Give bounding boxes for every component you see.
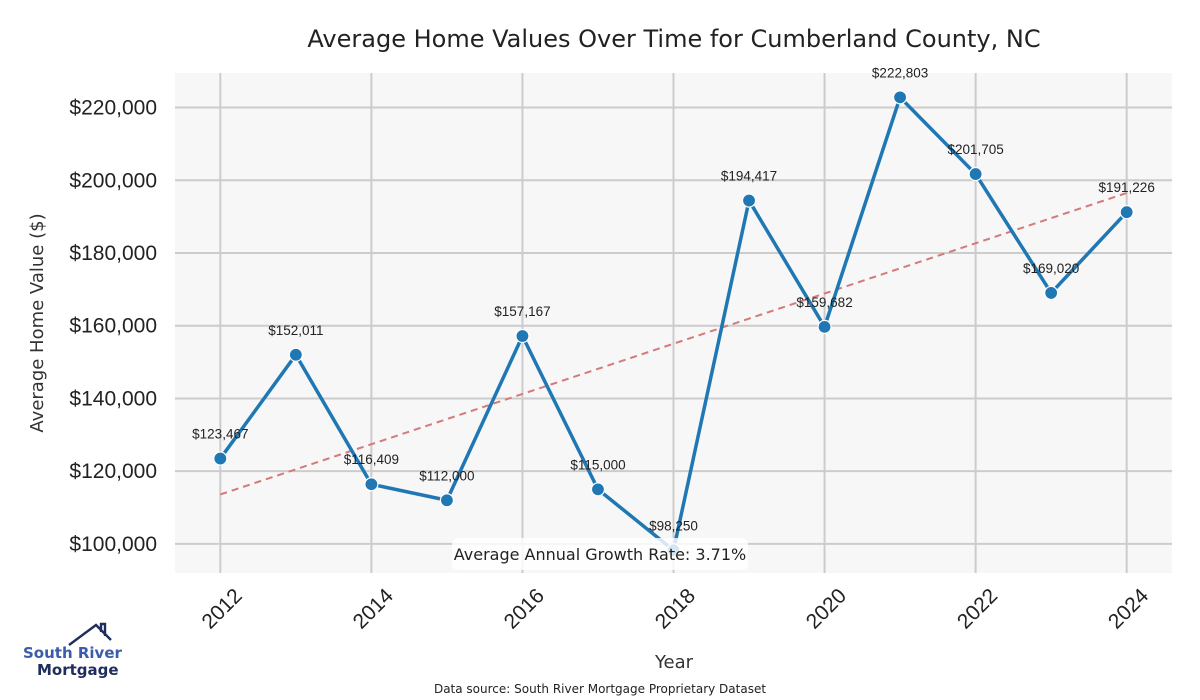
annotation-box bbox=[452, 538, 748, 570]
x-tick-label: 2012 bbox=[198, 584, 247, 633]
y-tick-label: $160,000 bbox=[69, 315, 157, 338]
data-label: $98,250 bbox=[649, 518, 698, 533]
data-point bbox=[817, 319, 832, 334]
x-tick-label: 2018 bbox=[651, 584, 700, 633]
y-tick-label: $220,000 bbox=[69, 97, 157, 120]
grid bbox=[175, 73, 1172, 573]
annotation-text: Average Annual Growth Rate: 3.71% bbox=[454, 545, 746, 564]
data-label: $116,409 bbox=[344, 452, 399, 467]
data-point bbox=[741, 193, 757, 208]
data-label: $115,000 bbox=[570, 457, 625, 472]
x-axis-label: Year bbox=[654, 652, 694, 673]
y-tick-label: $120,000 bbox=[69, 460, 157, 483]
data-label: $222,803 bbox=[872, 65, 928, 80]
data-source-note: Data source: South River Mortgage Propri… bbox=[434, 682, 766, 696]
logo-text-line1: South River bbox=[23, 644, 123, 662]
data-point bbox=[439, 493, 455, 508]
data-label: $194,417 bbox=[721, 169, 777, 184]
x-tick-label: 2014 bbox=[349, 584, 399, 634]
data-point bbox=[364, 477, 379, 492]
trend-line bbox=[220, 192, 1127, 496]
y-tick-label: $200,000 bbox=[69, 169, 157, 192]
data-point bbox=[213, 451, 228, 466]
y-tick-label: $100,000 bbox=[69, 533, 157, 556]
x-tick-label: 2024 bbox=[1104, 584, 1154, 634]
data-labels: $123,467 $152,011 $116,409 $112,000 $157,167… bbox=[192, 65, 1155, 533]
y-axis-label: Average Home Value ($) bbox=[27, 213, 48, 432]
data-label: $112,000 bbox=[419, 468, 474, 483]
chart-title: Average Home Values Over Time for Cumber… bbox=[307, 25, 1040, 53]
data-point bbox=[288, 347, 303, 362]
data-label: $201,705 bbox=[947, 142, 1003, 157]
growth-rate-annotation: Average Annual Growth Rate: 3.71% bbox=[452, 538, 748, 570]
data-point bbox=[1119, 205, 1134, 220]
data-point bbox=[515, 328, 530, 344]
x-tick-label: 2016 bbox=[500, 584, 549, 633]
data-label: $191,226 bbox=[1099, 180, 1155, 195]
data-point bbox=[590, 482, 606, 497]
data-label: $157,167 bbox=[494, 304, 550, 319]
data-label: $123,467 bbox=[192, 427, 248, 442]
data-label: $152,011 bbox=[268, 323, 323, 338]
data-label: $169,020 bbox=[1023, 261, 1079, 276]
x-tick-label: 2020 bbox=[802, 584, 851, 633]
company-logo: South River Mortgage bbox=[23, 622, 123, 679]
data-label: $159,682 bbox=[796, 295, 852, 310]
x-tick-labels: 2012 2014 2016 2018 2020 2022 2024 bbox=[198, 584, 1154, 634]
y-tick-label: $140,000 bbox=[69, 387, 157, 410]
data-point bbox=[968, 166, 983, 182]
y-tick-label: $180,000 bbox=[69, 242, 157, 265]
chimney-icon bbox=[99, 622, 107, 636]
data-point bbox=[1044, 285, 1059, 301]
data-point bbox=[892, 90, 908, 105]
logo-text-line2: Mortgage bbox=[37, 661, 119, 679]
x-tick-label: 2022 bbox=[953, 584, 1002, 633]
y-tick-labels: $100,000 $120,000 $140,000 $160,000 $180,000… bbox=[69, 97, 157, 556]
